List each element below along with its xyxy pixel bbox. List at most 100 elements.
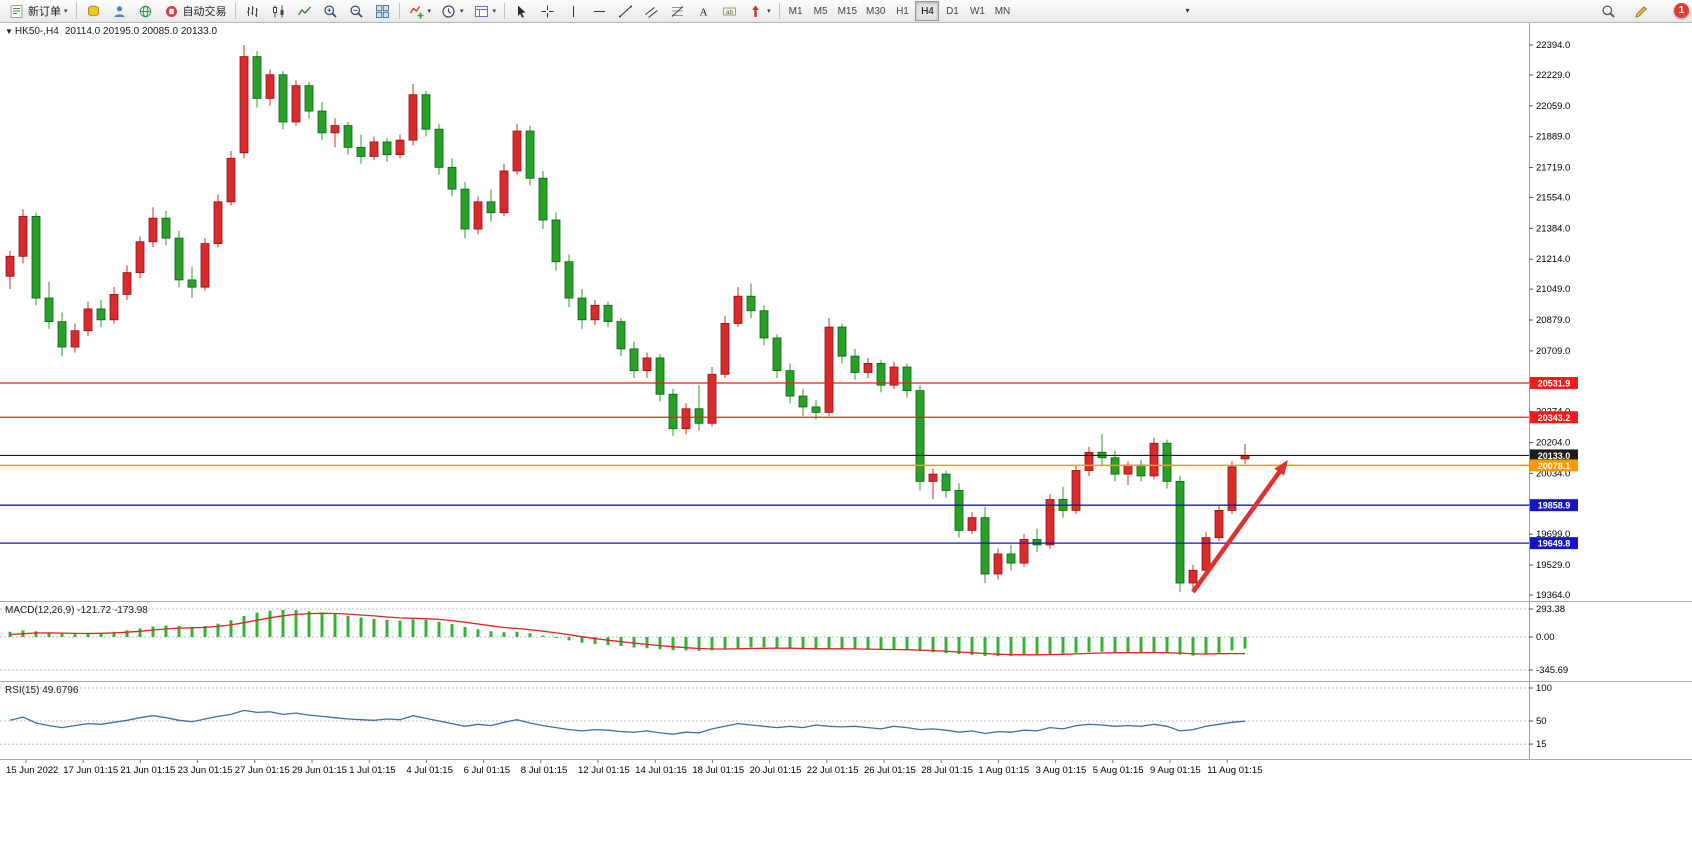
price-axis-label: 22229.0 (1536, 70, 1570, 81)
candle-body (356, 146, 366, 157)
auto-trading-icon (163, 3, 180, 19)
rsi-axis-label: 50 (1536, 716, 1547, 727)
chevron-down-icon: ▾ (64, 7, 68, 15)
macd-canvas[interactable]: 293.38 0.00 -345.69 (0, 602, 1692, 681)
candle-body (239, 56, 249, 154)
channel-button[interactable] (639, 1, 664, 21)
candle-body (642, 357, 652, 372)
trendline-button[interactable] (613, 1, 638, 21)
templates-button[interactable]: ▾ (469, 1, 501, 21)
vertical-line-button[interactable] (561, 1, 586, 21)
candle-body (1019, 539, 1029, 564)
macd-bar (723, 637, 727, 650)
notification-badge[interactable]: 1 (1674, 3, 1689, 18)
chevron-down-icon: ▾ (767, 7, 771, 15)
red-hline-2-badge (1530, 411, 1578, 424)
text-label-button[interactable]: ab (717, 1, 742, 21)
toolbar-overflow-chevron[interactable]: ▾ (1185, 6, 1190, 15)
price-badge-label: 20078.1 (1538, 461, 1571, 471)
macd-bar (1230, 637, 1234, 651)
candle-body (551, 219, 561, 263)
collapse-triangle-icon[interactable]: ▼ (5, 27, 13, 36)
market-watch-button[interactable] (81, 1, 106, 21)
macd-bar (1009, 637, 1013, 656)
macd-bar (1178, 637, 1182, 655)
timeframe-m1[interactable]: M1 (784, 1, 808, 21)
community-button[interactable] (133, 1, 158, 21)
timeframe-w1[interactable]: W1 (965, 1, 989, 21)
timeframe-h4[interactable]: H4 (915, 1, 940, 21)
candlestick-chart-button[interactable] (266, 1, 291, 21)
candle-body (1188, 569, 1198, 584)
macd-bar (1035, 637, 1039, 655)
macd-bar (892, 637, 896, 650)
candle-body (824, 326, 834, 413)
rsi-canvas[interactable]: 100 50 15 (0, 682, 1692, 759)
candle-body (148, 217, 158, 243)
cursor-button[interactable] (509, 1, 534, 21)
timeframe-mn[interactable]: MN (990, 1, 1014, 21)
timeframe-m30[interactable]: M30 (862, 1, 889, 21)
tile-windows-button[interactable] (370, 1, 395, 21)
time-axis[interactable]: 15 Jun 2022 17 Jun 01:15 21 Jun 01:15 23 Ju… (0, 760, 1692, 780)
indicators-icon (408, 3, 425, 19)
candle-body (694, 408, 704, 424)
line-chart-button[interactable] (292, 1, 317, 21)
macd-bar (645, 637, 649, 649)
time-axis-label: 27 Jun 01:15 (235, 765, 290, 776)
rsi-panel[interactable]: RSI(15) 49.6796 100 50 15 (0, 682, 1692, 760)
candle-body (525, 130, 535, 179)
bar-chart-button[interactable] (240, 1, 265, 21)
main-chart-panel[interactable]: ▼ HK50-,H4 20114.0 20195.0 20085.0 20133.0… (0, 23, 1692, 602)
auto-trading-button[interactable]: 自动交易 (159, 1, 231, 21)
macd-bar (125, 630, 129, 637)
time-axis-label: 1 Jul 01:15 (349, 765, 395, 776)
time-axis-label: 26 Jul 01:15 (864, 765, 916, 776)
price-axis-label: 19529.0 (1536, 560, 1570, 571)
candle-body (1006, 553, 1016, 564)
fibonacci-button[interactable] (665, 1, 690, 21)
zoom-in-button[interactable] (318, 1, 343, 21)
crosshair-button[interactable] (535, 1, 560, 21)
timeframe-m15[interactable]: M15 (834, 1, 861, 21)
price-axis-label: 21889.0 (1536, 132, 1570, 143)
symbol-timeframe: HK50-,H4 (14, 26, 59, 37)
timeframe-d1[interactable]: D1 (940, 1, 964, 21)
candle-body (590, 304, 600, 321)
blue-hline-2-badge (1530, 537, 1578, 550)
search-button[interactable] (1596, 1, 1621, 21)
macd-bar (853, 637, 857, 650)
price-axis-label: 21554.0 (1536, 192, 1570, 203)
new-order-button[interactable]: 新订单 ▾ (4, 1, 72, 21)
macd-panel[interactable]: MACD(12,26,9) -121.72 -173.98 293.38 0.00… (0, 602, 1692, 682)
indicators-button[interactable]: ▾ (404, 1, 436, 21)
macd-bar (554, 637, 558, 638)
macd-bar (515, 631, 519, 637)
candle-body (863, 362, 873, 373)
candle-body (5, 255, 15, 277)
arrows-button[interactable]: ▾ (743, 1, 775, 21)
time-axis-label: 29 Jun 01:15 (292, 765, 347, 776)
trend-arrow[interactable] (1191, 465, 1285, 594)
macd-bar (710, 637, 714, 651)
zoom-out-button[interactable] (344, 1, 369, 21)
timeframe-h1[interactable]: H1 (890, 1, 914, 21)
periods-button[interactable]: ▾ (436, 1, 468, 21)
horizontal-line-button[interactable] (587, 1, 612, 21)
candle-body (967, 517, 977, 531)
text-button[interactable]: A (691, 1, 716, 21)
price-axis-label: 20709.0 (1536, 346, 1570, 357)
candle-body (109, 294, 119, 321)
candle-body (135, 241, 145, 274)
edit-button[interactable] (1629, 1, 1654, 21)
timeframe-m5[interactable]: M5 (809, 1, 833, 21)
profile-button[interactable] (107, 1, 132, 21)
macd-bar (1087, 637, 1091, 653)
rsi-label: RSI(15) 49.6796 (5, 685, 79, 696)
candle-body (57, 321, 67, 348)
macd-bar (294, 610, 298, 637)
macd-bar (528, 633, 532, 637)
price-badge-label: 19858.9 (1538, 501, 1571, 511)
candlestick-chart-canvas[interactable]: 22394.0 22229.0 22059.0 21889.0 21719.0 21554… (0, 23, 1692, 601)
chevron-down-icon: ▾ (460, 7, 464, 15)
